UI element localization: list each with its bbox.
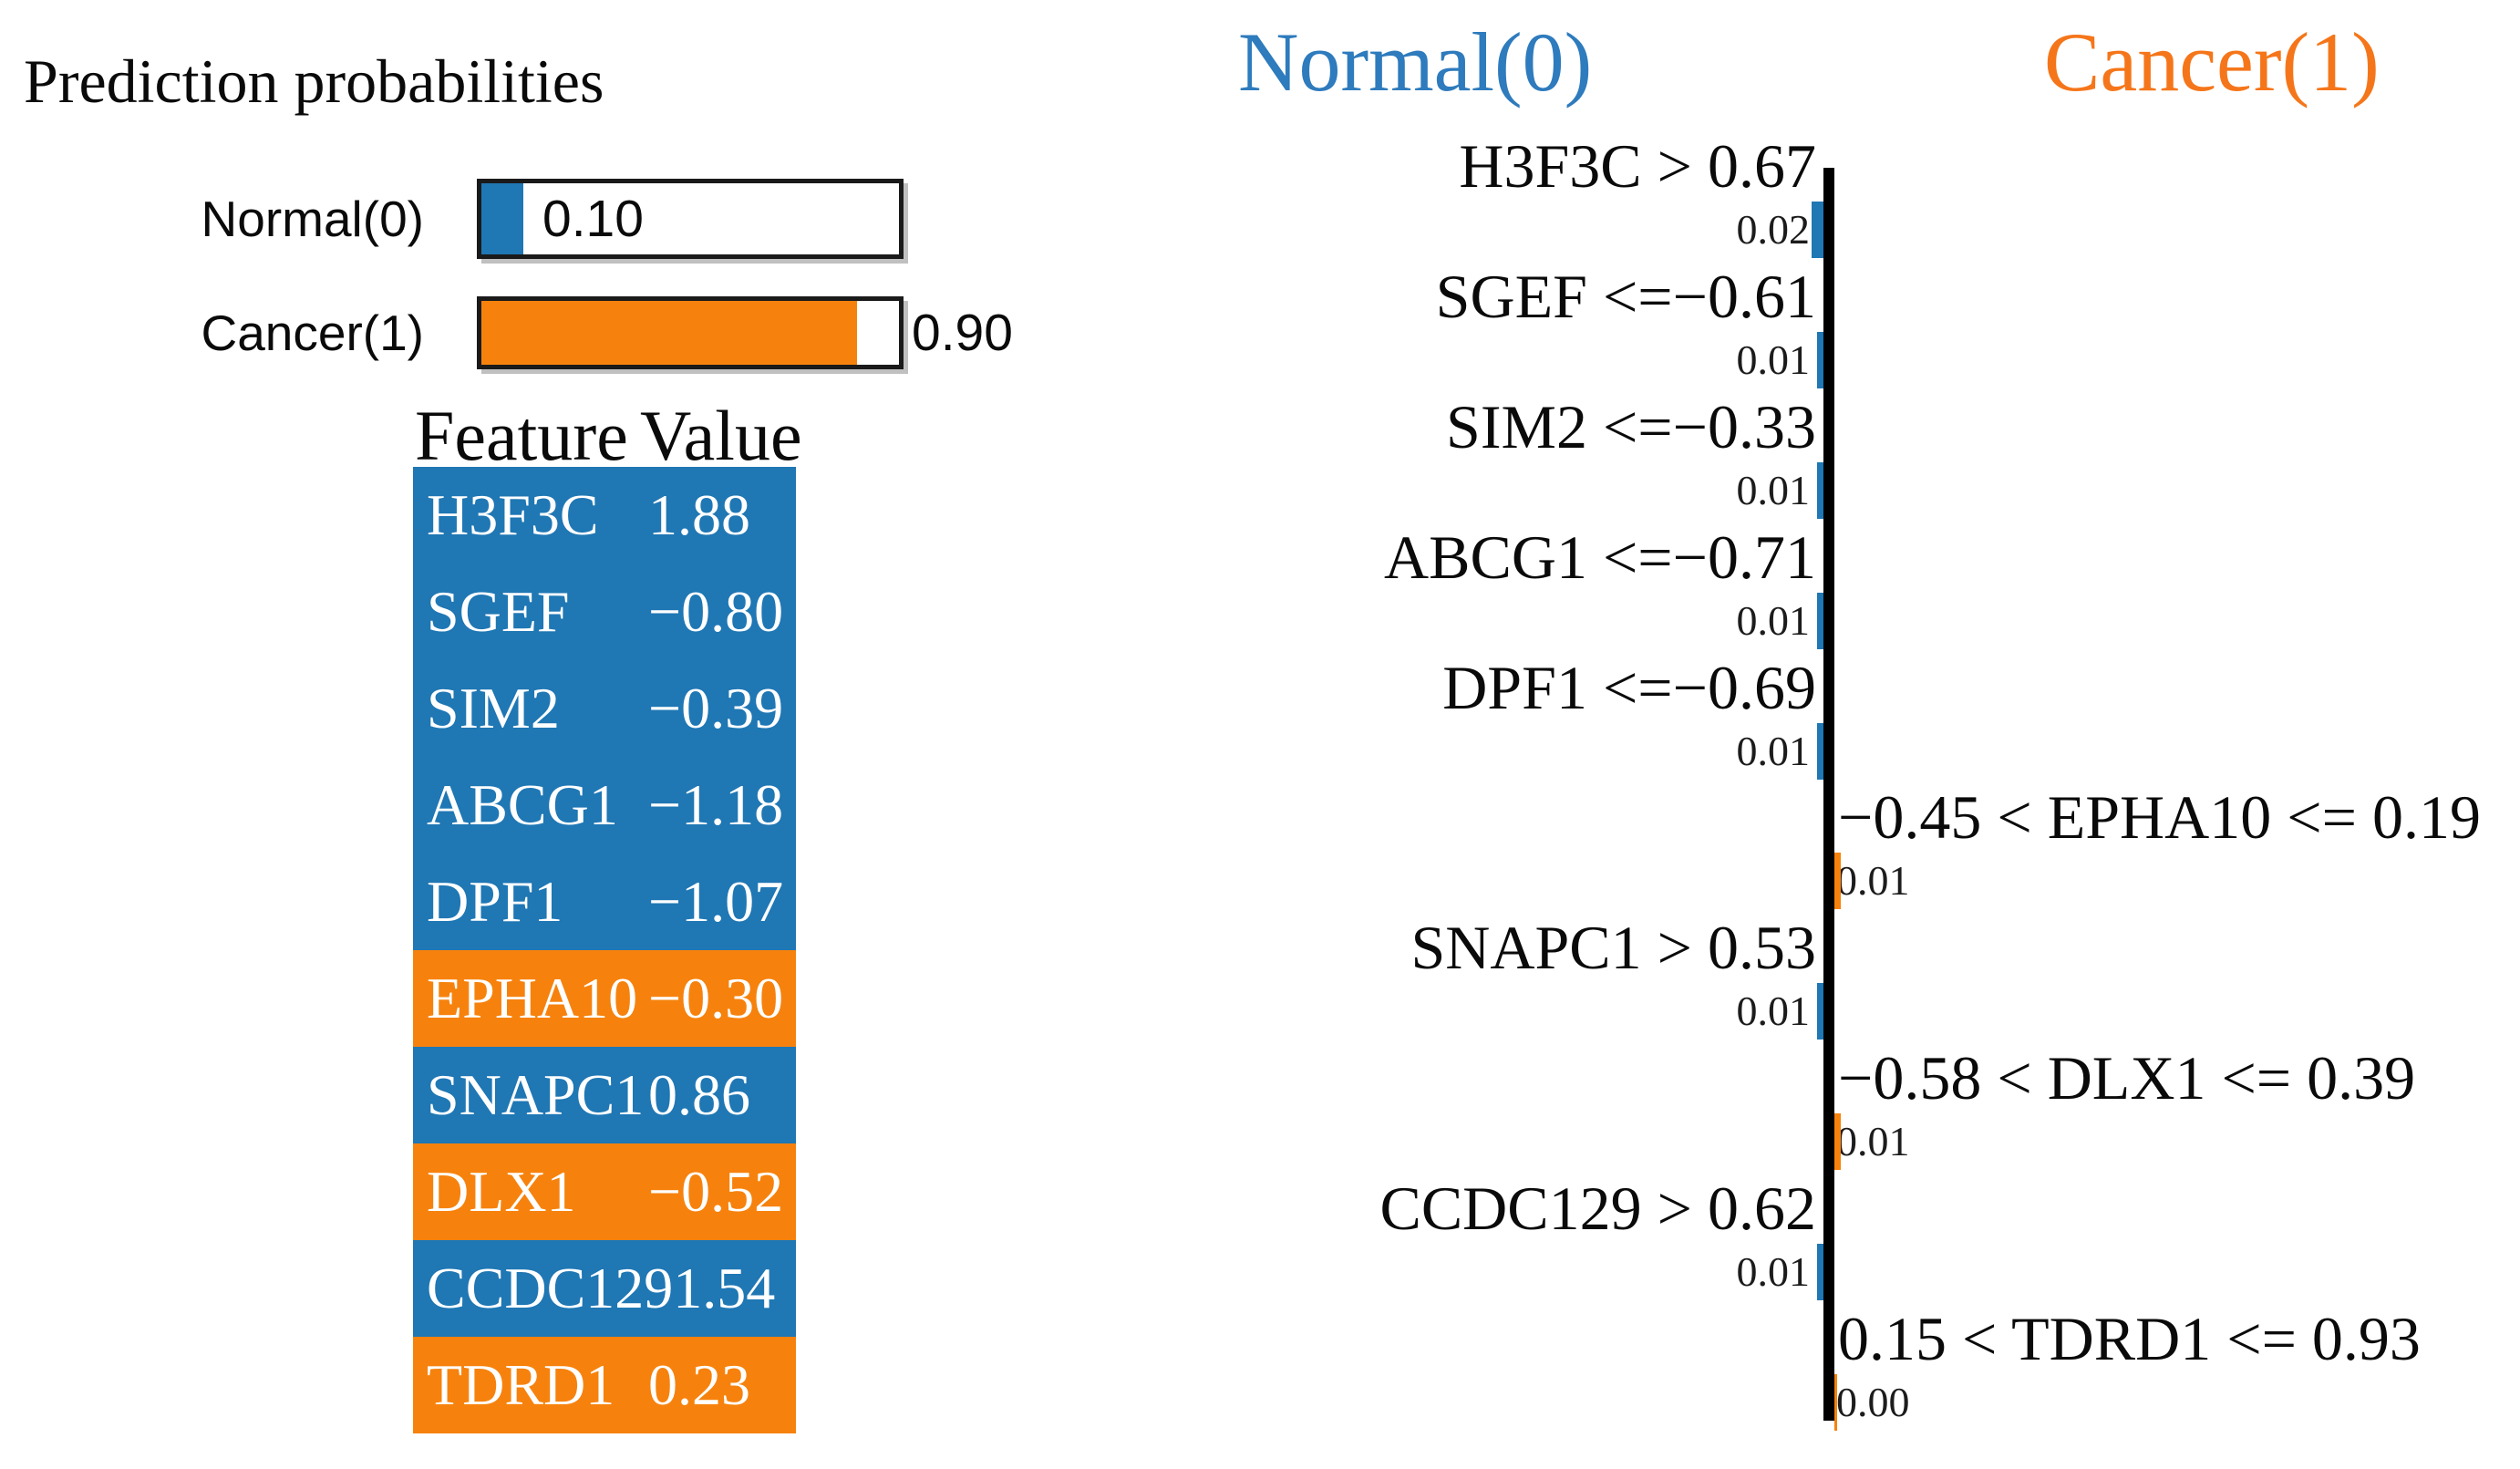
weight-bar	[1817, 593, 1823, 649]
feature-condition: −0.45 < EPHA10 <= 0.19	[1838, 782, 2481, 852]
feature-weight: 0.01	[1836, 857, 1910, 904]
feature-name: ABCG1	[427, 772, 618, 837]
feature-name: SGEF	[427, 579, 570, 644]
feature-condition: 0.15 < TDRD1 <= 0.93	[1838, 1304, 2421, 1373]
weight-bar	[1817, 723, 1823, 780]
probability-value-normal: 0.10	[542, 190, 644, 248]
class-header-normal: Normal(0)	[1238, 16, 1593, 109]
explanation-row: −0.58 < DLX1 <= 0.39 0.01	[0, 1046, 2520, 1176]
weight-bar	[1817, 462, 1823, 519]
explanation-row: CCDC129 > 0.62 0.01	[0, 1176, 2520, 1307]
feature-condition: ABCG1 <=−0.71	[1384, 522, 1816, 592]
feature-value: −0.39	[648, 676, 784, 740]
feature-condition: CCDC129 > 0.62	[1379, 1174, 1816, 1243]
explanation-row: SIM2 <=−0.33 0.01	[0, 395, 2520, 525]
explanation-row: H3F3C > 0.67 0.02	[0, 134, 2520, 264]
feature-condition: −0.58 < DLX1 <= 0.39	[1838, 1043, 2416, 1112]
explanation-row: ABCG1 <=−0.71 0.01	[0, 525, 2520, 656]
weight-bar	[1817, 1244, 1823, 1300]
feature-condition: DPF1 <=−0.69	[1442, 653, 1816, 722]
explanation-row: SNAPC1 > 0.53 0.01	[0, 916, 2520, 1046]
prediction-probabilities-title: Prediction probabilities	[24, 47, 604, 116]
explanation-row: −0.45 < EPHA10 <= 0.19 0.01	[0, 785, 2520, 916]
weight-bar	[1812, 202, 1823, 258]
table-row: SGEF −0.80	[413, 564, 796, 660]
feature-weight: 0.01	[1736, 728, 1811, 774]
feature-value: 0.86	[648, 1062, 750, 1127]
probability-fill-cancer	[481, 301, 857, 365]
feature-weight: 0.01	[1736, 597, 1811, 644]
feature-value: −0.52	[648, 1159, 784, 1224]
feature-name: CCDC129	[427, 1256, 674, 1320]
weight-bar	[1834, 1113, 1841, 1170]
axis-line	[1823, 168, 1834, 1421]
feature-value: 0.23	[648, 1352, 750, 1417]
explanation-row: DPF1 <=−0.69 0.01	[0, 656, 2520, 786]
table-row: H3F3C 1.88	[413, 467, 796, 564]
feature-name: EPHA10	[427, 966, 638, 1030]
feature-name: SIM2	[427, 676, 560, 740]
probability-row-cancer: Cancer(1) 0.90	[0, 296, 2520, 369]
feature-name: H3F3C	[427, 482, 599, 547]
probability-label-cancer: Cancer(1)	[201, 305, 424, 361]
feature-weight: 0.01	[1736, 988, 1811, 1034]
feature-condition: SIM2 <=−0.33	[1446, 392, 1816, 461]
class-header-cancer: Cancer(1)	[2044, 16, 2380, 109]
table-row: SIM2 −0.39	[413, 660, 796, 757]
feature-name: DLX1	[427, 1159, 576, 1224]
feature-weight: 0.00	[1836, 1379, 1910, 1425]
weight-bar	[1817, 332, 1823, 388]
weight-bar	[1834, 853, 1841, 909]
table-row: CCDC129 1.54	[413, 1240, 796, 1337]
feature-weight: 0.02	[1736, 206, 1811, 253]
value-column-header: Value	[640, 396, 802, 475]
explanation-row: SGEF <=−0.61 0.01	[0, 264, 2520, 395]
feature-weight: 0.01	[1736, 336, 1811, 383]
feature-value: 1.54	[673, 1256, 776, 1320]
feature-name: DPF1	[427, 869, 563, 934]
table-row: TDRD1 0.23	[413, 1337, 796, 1433]
weight-bar	[1834, 1374, 1837, 1431]
feature-table-header: Feature Value	[415, 399, 816, 472]
table-row: DLX1 −0.52	[413, 1143, 796, 1240]
feature-value-table: H3F3C 1.88 SGEF −0.80 SIM2 −0.39 ABCG1 −1.18…	[413, 467, 796, 1433]
feature-weight: 0.01	[1736, 467, 1811, 513]
table-row: SNAPC1 0.86	[413, 1047, 796, 1143]
table-row: ABCG1 −1.18	[413, 757, 796, 853]
feature-value: −0.80	[648, 579, 784, 644]
feature-weight: 0.01	[1836, 1118, 1910, 1164]
probability-bar-normal	[477, 179, 904, 259]
probability-label-normal: Normal(0)	[201, 191, 424, 247]
feature-value: −0.30	[648, 966, 784, 1030]
feature-condition: SNAPC1 > 0.53	[1410, 913, 1816, 982]
feature-condition: SGEF <=−0.61	[1435, 262, 1816, 331]
weight-bar	[1817, 983, 1823, 1040]
feature-condition: H3F3C > 0.67	[1459, 131, 1816, 201]
probability-row-normal: Normal(0) 0.10	[0, 179, 2520, 259]
feature-value: −1.07	[648, 869, 784, 934]
feature-value: 1.88	[648, 482, 750, 547]
probability-bar-cancer	[477, 296, 904, 369]
explanation-row: 0.15 < TDRD1 <= 0.93 0.00	[0, 1307, 2520, 1437]
table-row: DPF1 −1.07	[413, 853, 796, 950]
probability-fill-normal	[481, 183, 523, 254]
feature-weight: 0.01	[1736, 1248, 1811, 1295]
feature-value: −1.18	[648, 772, 784, 837]
probability-value-cancer: 0.90	[912, 304, 1013, 362]
feature-name: TDRD1	[427, 1352, 615, 1417]
feature-column-header: Feature	[415, 396, 628, 475]
feature-name: SNAPC1	[427, 1062, 645, 1127]
table-row: EPHA10 −0.30	[413, 950, 796, 1047]
